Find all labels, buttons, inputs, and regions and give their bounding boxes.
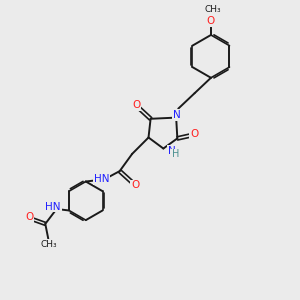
- Text: N: N: [168, 146, 176, 156]
- Text: O: O: [131, 180, 139, 190]
- Text: O: O: [132, 100, 140, 110]
- Text: HN: HN: [45, 202, 61, 212]
- Text: O: O: [190, 129, 198, 139]
- Text: CH₃: CH₃: [205, 5, 222, 14]
- Text: O: O: [25, 212, 33, 222]
- Text: H: H: [172, 149, 179, 160]
- Text: N: N: [173, 110, 181, 120]
- Text: HN: HN: [94, 174, 110, 184]
- Text: O: O: [207, 16, 215, 26]
- Text: CH₃: CH₃: [40, 240, 57, 249]
